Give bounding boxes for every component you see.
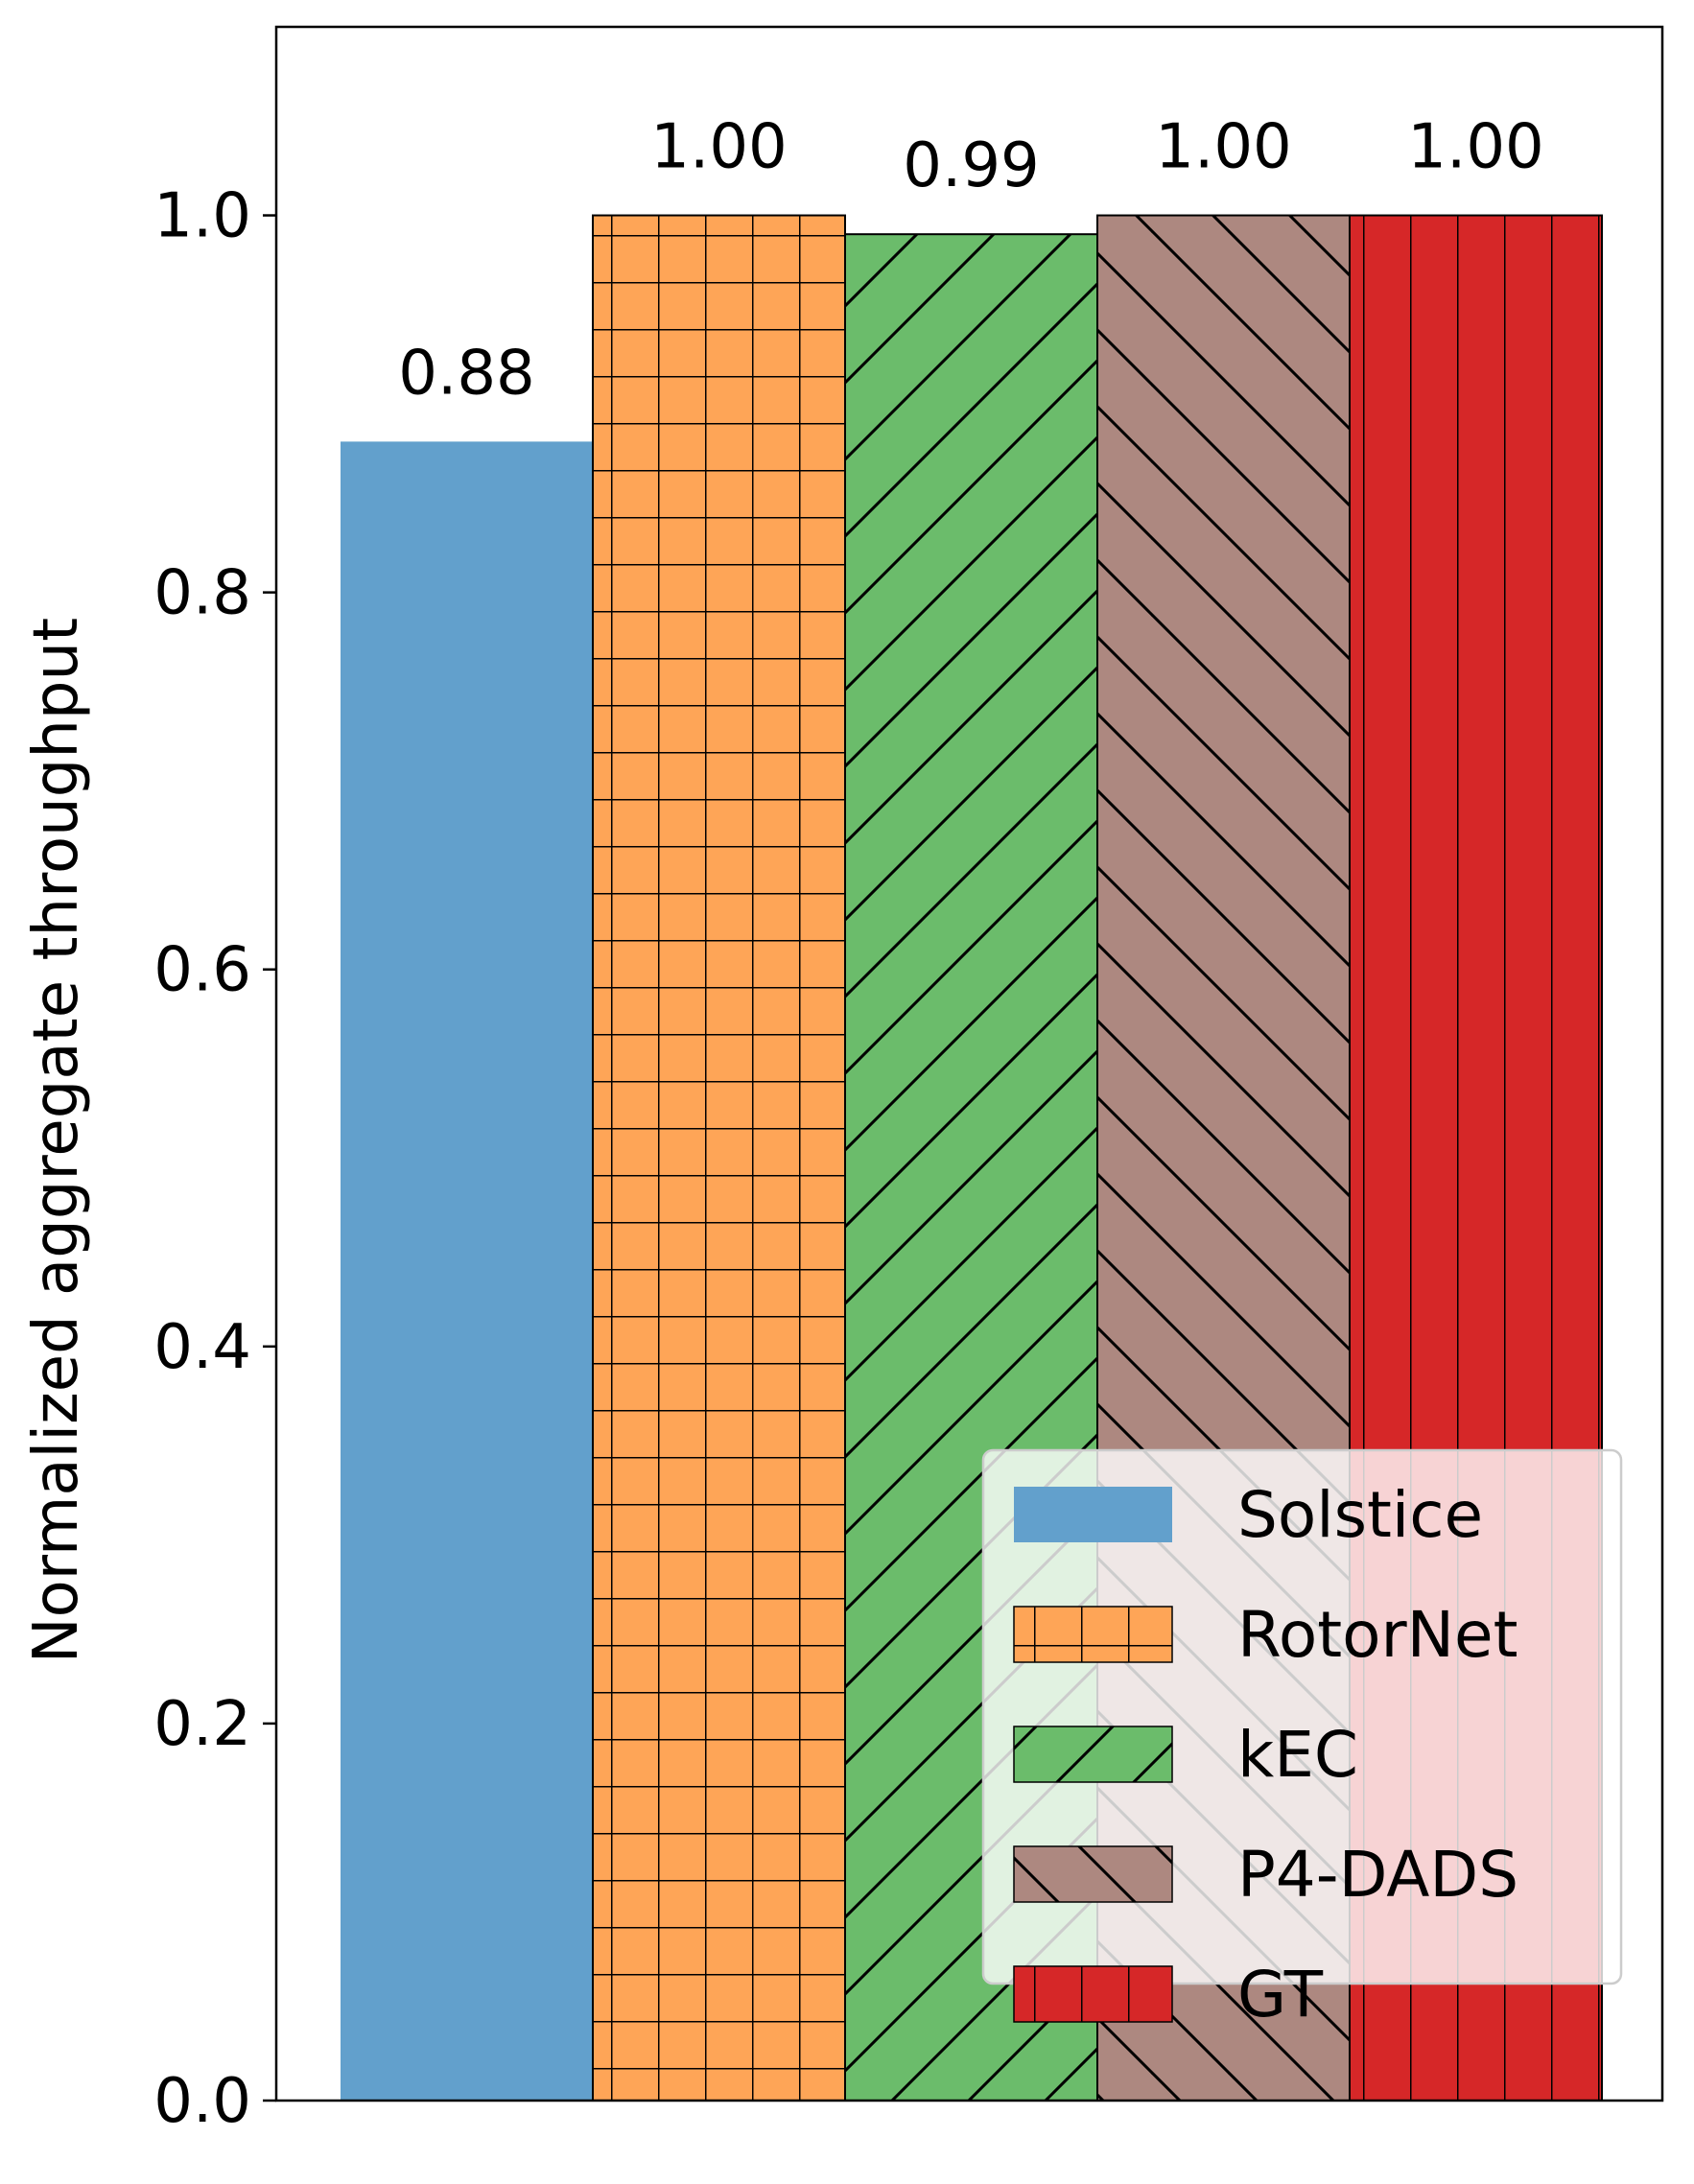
legend-label-gt: GT (1237, 1958, 1324, 2031)
data-label-solstice: 0.88 (398, 338, 535, 409)
y-tick-label: 0.4 (153, 1312, 251, 1383)
legend-label-kec: kEC (1237, 1718, 1358, 1792)
y-tick-label: 0.2 (153, 1689, 251, 1760)
y-tick-label: 0.6 (153, 935, 251, 1006)
legend-swatch-solstice (1014, 1487, 1172, 1542)
legend: Solstice RotorNet kEC P4-DADS GT (981, 1448, 1623, 2031)
legend-swatch-rotornet (1014, 1607, 1172, 1662)
legend-swatch-outline-gt (1013, 1965, 1173, 2023)
y-tick-label: 0.0 (153, 2066, 251, 2137)
data-label-gt: 1.00 (1407, 112, 1544, 183)
bar-rotornet (593, 215, 845, 2102)
data-labels-layer: 0.88 1.00 0.99 1.00 1.00 (398, 112, 1544, 410)
legend-label-solstice: Solstice (1237, 1478, 1483, 1552)
y-axis-title: Normalized aggregate throughput (21, 618, 92, 1663)
plot-frame (274, 25, 1664, 2102)
data-label-p4-dads: 1.00 (1155, 112, 1292, 183)
legend-swatch-outline-kec (1013, 1726, 1173, 1783)
y-tick-label: 0.8 (153, 558, 251, 629)
y-axis: 0.0 0.2 0.4 0.6 0.8 1.0 (153, 181, 276, 2137)
bar-solstice (341, 441, 593, 2101)
legend-label-rotornet: RotorNet (1237, 1598, 1518, 1672)
legend-swatch-kec (1014, 1726, 1172, 1782)
legend-swatch-outline-rotornet (1013, 1606, 1173, 1663)
legend-label-p4-dads: P4-DADS (1237, 1838, 1518, 1912)
y-tick-label: 1.0 (153, 181, 251, 252)
data-label-kec: 0.99 (903, 130, 1040, 201)
legend-swatch-gt (1014, 1966, 1172, 2022)
legend-swatch-p4-dads (1014, 1846, 1172, 1902)
legend-swatch-outline-p4-dads (1013, 1845, 1173, 1903)
data-label-rotornet: 1.00 (650, 112, 788, 183)
